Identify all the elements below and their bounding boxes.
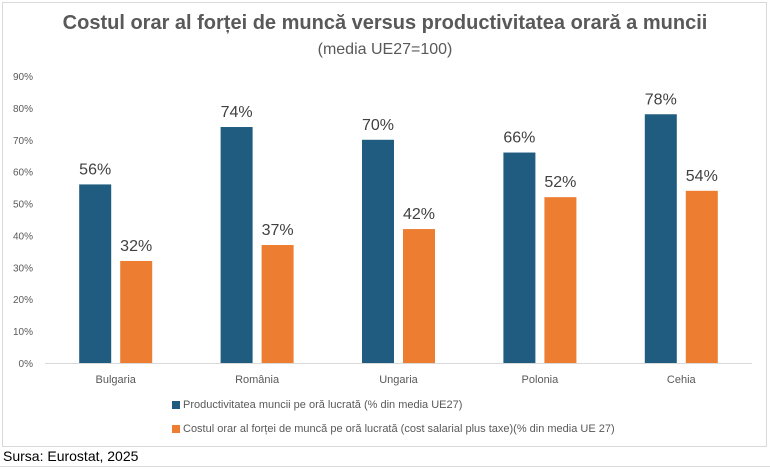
source-note: Sursa: Eurostat, 2025 bbox=[3, 448, 139, 464]
x-tick-label: Ungaria bbox=[379, 374, 418, 386]
bar-productivity bbox=[362, 139, 394, 363]
bar-productivity bbox=[79, 184, 112, 363]
data-label: 52% bbox=[544, 174, 576, 191]
y-tick-label: 50% bbox=[13, 200, 33, 211]
legend-swatch bbox=[172, 401, 180, 409]
y-tick-label: 20% bbox=[13, 295, 33, 306]
legend-item-labor-cost: Costul orar al forței de muncă pe oră lu… bbox=[172, 423, 615, 435]
y-tick-label: 90% bbox=[13, 72, 33, 83]
legend-swatch bbox=[172, 425, 180, 433]
data-label: 32% bbox=[120, 238, 152, 255]
bar-labor-cost bbox=[403, 229, 435, 363]
y-tick-label: 60% bbox=[13, 168, 33, 179]
bar-labor-cost bbox=[120, 260, 153, 363]
data-label: 74% bbox=[221, 104, 253, 121]
y-tick-label: 0% bbox=[19, 359, 34, 370]
data-label: 66% bbox=[503, 130, 535, 147]
x-tick-label: Polonia bbox=[522, 374, 560, 386]
x-tick-label: Bulgaria bbox=[96, 374, 137, 386]
data-label: 54% bbox=[686, 168, 718, 185]
legend-label: Costul orar al forței de muncă pe oră lu… bbox=[183, 423, 615, 435]
chart-title: Costul orar al forței de muncă versus pr… bbox=[62, 12, 708, 34]
legend-label: Productivitatea muncii pe oră lucrată (%… bbox=[183, 399, 463, 411]
bar-labor-cost bbox=[544, 197, 577, 363]
y-tick-label: 30% bbox=[13, 263, 33, 274]
sheet-gridline bbox=[0, 466, 770, 467]
y-tick-label: 10% bbox=[13, 327, 33, 338]
data-label: 70% bbox=[362, 117, 394, 134]
data-label: 78% bbox=[645, 91, 677, 108]
data-label: 56% bbox=[79, 161, 111, 178]
y-tick-label: 40% bbox=[13, 231, 33, 242]
chart-subtitle: (media UE27=100) bbox=[317, 41, 453, 58]
data-label: 42% bbox=[403, 206, 435, 223]
legend-item-productivity: Productivitatea muncii pe oră lucrată (%… bbox=[172, 399, 462, 411]
bar-productivity bbox=[644, 114, 677, 364]
bar-productivity bbox=[220, 127, 253, 364]
data-label: 37% bbox=[262, 222, 294, 239]
y-tick-label: 80% bbox=[13, 104, 33, 115]
y-tick-label: 70% bbox=[13, 136, 33, 147]
x-tick-label: România bbox=[235, 374, 280, 386]
bar-productivity bbox=[503, 152, 536, 363]
bar-labor-cost bbox=[685, 190, 718, 363]
x-tick-label: Cehia bbox=[667, 374, 697, 386]
bar-labor-cost bbox=[261, 245, 294, 363]
